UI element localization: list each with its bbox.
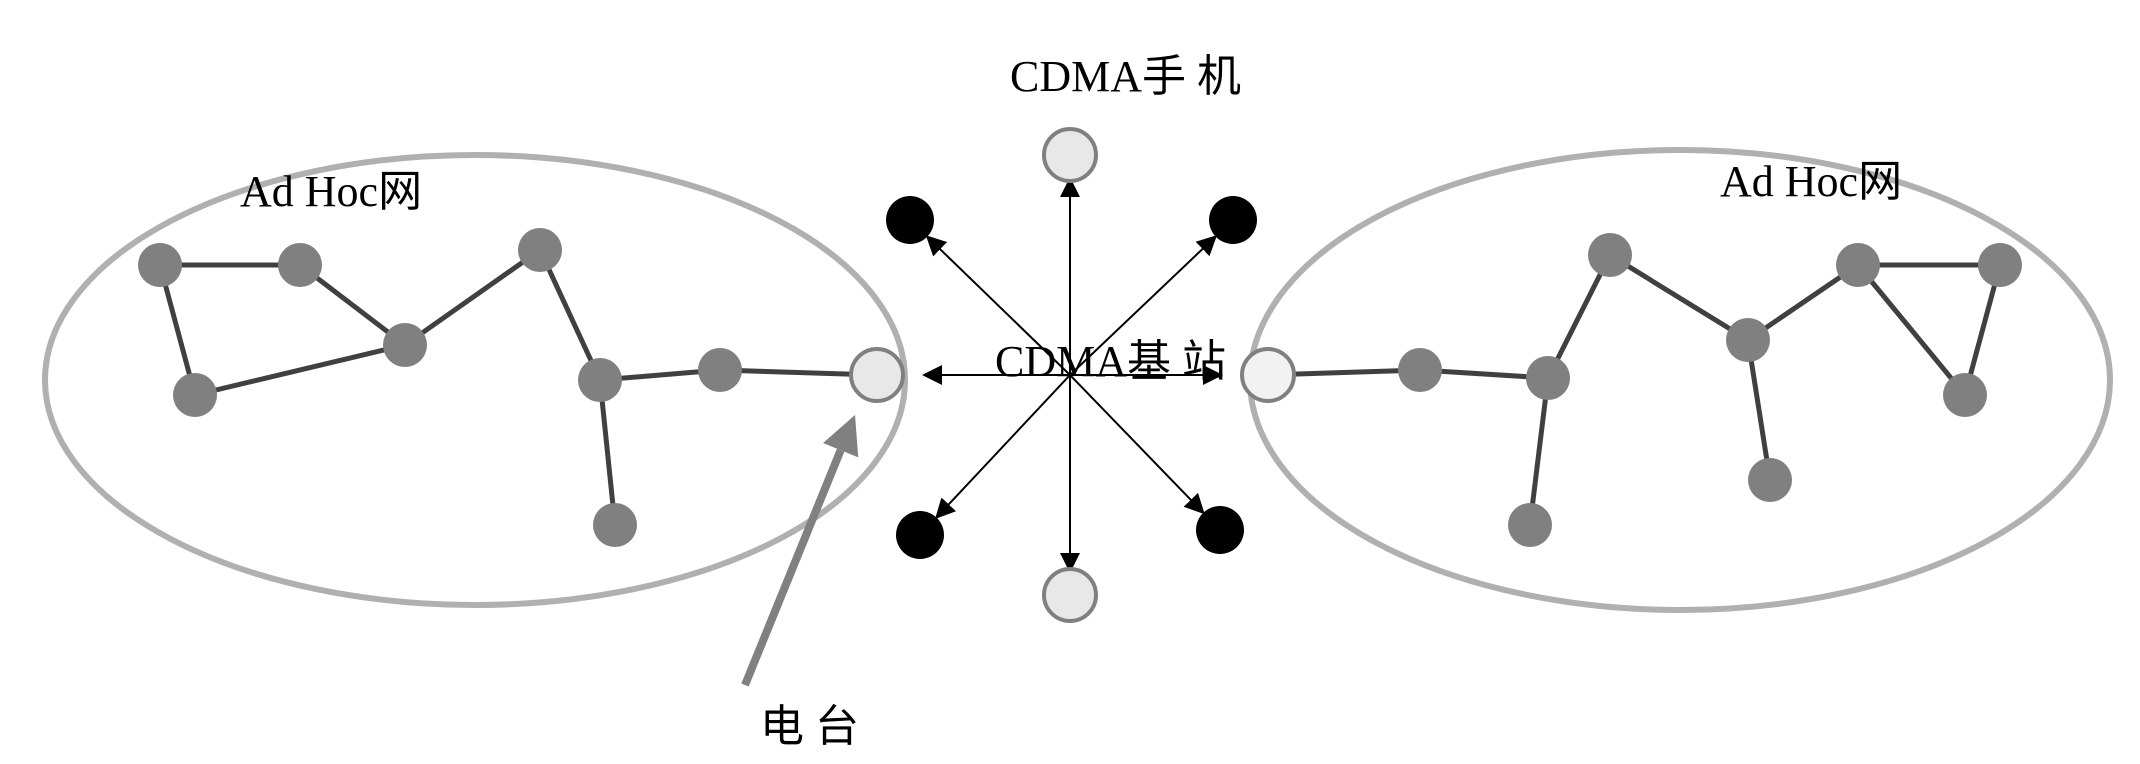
text: Ad Hoc网 bbox=[1720, 157, 1902, 206]
base-station-ray bbox=[1070, 375, 1202, 511]
cdma-phone-node bbox=[1196, 506, 1244, 554]
adhoc-node bbox=[1748, 458, 1792, 502]
net-edge bbox=[195, 345, 405, 395]
adhoc-node bbox=[1588, 233, 1632, 277]
net-edge bbox=[1858, 265, 1965, 395]
adhoc-node bbox=[1508, 503, 1552, 547]
adhoc-node bbox=[518, 228, 562, 272]
adhoc-node bbox=[138, 243, 182, 287]
gateway-node bbox=[1044, 129, 1096, 181]
cdma-phone-node bbox=[886, 196, 934, 244]
adhoc-node bbox=[1978, 243, 2022, 287]
label-radio: 电 台 bbox=[760, 690, 859, 754]
gateway-node bbox=[1044, 569, 1096, 621]
adhoc-node bbox=[383, 323, 427, 367]
net-edge bbox=[1610, 255, 1748, 340]
text: Ad Hoc网 bbox=[240, 167, 422, 216]
adhoc-node bbox=[1726, 318, 1770, 362]
adhoc-node bbox=[1398, 348, 1442, 392]
label-adhoc-left: Ad Hoc网 bbox=[240, 155, 422, 219]
adhoc-node bbox=[1836, 243, 1880, 287]
label-cdma-phone: CDMA手 机 bbox=[1010, 40, 1241, 104]
adhoc-node bbox=[593, 503, 637, 547]
adhoc-ellipse-left bbox=[45, 155, 905, 605]
label-adhoc-right: Ad Hoc网 bbox=[1720, 145, 1902, 209]
cdma-phone-node bbox=[1209, 196, 1257, 244]
base-station-ray bbox=[938, 375, 1070, 516]
adhoc-node bbox=[1526, 356, 1570, 400]
net-edge bbox=[405, 250, 540, 345]
adhoc-node bbox=[173, 373, 217, 417]
gateway-node bbox=[851, 349, 903, 401]
text: CDMA手 机 bbox=[1010, 52, 1241, 101]
gateway-node bbox=[1242, 349, 1294, 401]
adhoc-node bbox=[278, 243, 322, 287]
text: 电 台 bbox=[760, 702, 859, 751]
radio-pointer-shaft bbox=[745, 450, 841, 685]
adhoc-node bbox=[578, 358, 622, 402]
adhoc-node bbox=[698, 348, 742, 392]
text: CDMA基 站 bbox=[995, 337, 1226, 386]
cdma-phone-node bbox=[896, 511, 944, 559]
net-edge bbox=[1530, 378, 1548, 525]
label-cdma-base: CDMA基 站 bbox=[995, 325, 1226, 389]
adhoc-node bbox=[1943, 373, 1987, 417]
